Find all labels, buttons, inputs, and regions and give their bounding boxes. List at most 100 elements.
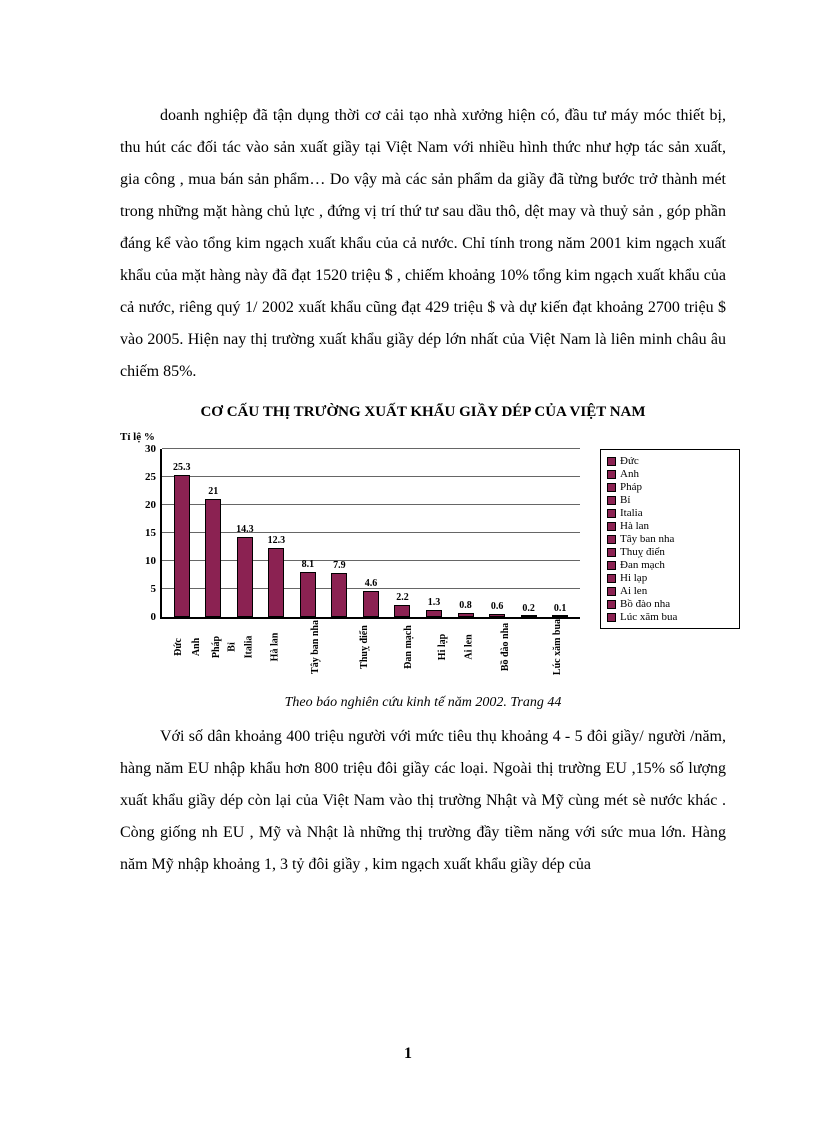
plot-area: 30 25 20 15 10 5 0 25.32114.312.38.17.94… [160,449,580,619]
legend-item: Tây ban nha [607,533,733,545]
legend-swatch [607,470,616,479]
legend-label: Đan mạch [620,559,665,571]
bar [300,572,316,617]
legend-label: Lúc xăm bua [620,611,677,623]
bar-slot: 0.8 [450,449,482,617]
legend-item: Lúc xăm bua [607,611,733,623]
legend-swatch [607,587,616,596]
legend-label: Tây ban nha [620,533,674,545]
x-tick-label: Anh [191,638,202,656]
legend-item: Bỉ [607,494,733,506]
bar-slot: 2.2 [387,449,419,617]
legend-item: Thuỵ điển [607,546,733,558]
bar [205,499,221,617]
legend-swatch [607,613,616,622]
bar-value-label: 8.1 [302,559,315,570]
bar [458,613,474,617]
bar [331,573,347,617]
legend-item: Hà lan [607,520,733,532]
legend-label: Ai len [620,585,647,597]
x-tick-label: Ai len [463,634,474,659]
legend-item: Đan mạch [607,559,733,571]
legend-swatch [607,496,616,505]
x-tick-label: Hi lạp [438,634,449,660]
legend-label: Bỉ [620,494,630,506]
bar-chart: Tỉ lệ % 30 25 20 15 10 5 0 25.32114.312.… [120,431,740,711]
legend-swatch [607,574,616,583]
x-tick-label: Thuỵ điển [359,625,370,669]
y-tick: 30 [145,443,156,455]
bar-value-label: 0.6 [491,601,504,612]
legend-swatch [607,535,616,544]
legend-label: Pháp [620,481,642,493]
bar-slot: 0.6 [481,449,513,617]
legend-label: Đức [620,455,639,467]
x-tick-label: Bồ đào nha [500,623,511,671]
bar [394,605,410,617]
x-tick-label: Hà lan [269,633,280,662]
bar [489,614,505,617]
bar-value-label: 0.1 [554,603,567,614]
bar [552,615,568,617]
bar-value-label: 7.9 [333,560,346,571]
x-tick-label: Pháp [211,636,222,658]
chart-legend: ĐứcAnhPhápBỉItaliaHà lanTây ban nhaThuỵ … [600,449,740,629]
bar [426,610,442,617]
bar-slot: 7.9 [324,449,356,617]
bar-slot: 4.6 [355,449,387,617]
bar-value-label: 21 [208,486,218,497]
x-tick-label: Bỉ [227,642,238,651]
bar-value-label: 25.3 [173,462,191,473]
legend-item: Pháp [607,481,733,493]
bar-value-label: 2.2 [396,592,409,603]
chart-title: CƠ CẤU THỊ TRƯỜNG XUẤT KHẨU GIẦY DÉP CỦA… [120,402,726,423]
y-tick: 15 [145,527,156,539]
y-tick: 25 [145,471,156,483]
legend-item: Bồ đào nha [607,598,733,610]
legend-label: Anh [620,468,639,480]
bar-slot: 8.1 [292,449,324,617]
y-tick: 10 [145,555,156,567]
bar-value-label: 14.3 [236,524,254,535]
bar-slot: 12.3 [261,449,293,617]
x-tick-label: Đức [173,638,184,656]
legend-item: Ai len [607,585,733,597]
page-number: 1 [0,1045,816,1063]
legend-item: Hi lạp [607,572,733,584]
legend-item: Đức [607,455,733,467]
legend-item: Italia [607,507,733,519]
legend-swatch [607,509,616,518]
x-tick-label: Italia [243,636,254,659]
legend-label: Hi lạp [620,572,647,584]
y-tick: 0 [151,611,157,623]
bar-slot: 0.1 [544,449,576,617]
legend-swatch [607,483,616,492]
bar-slot: 1.3 [418,449,450,617]
bar-value-label: 12.3 [268,535,286,546]
bar-slot: 14.3 [229,449,261,617]
legend-label: Italia [620,507,643,519]
body-paragraph-1: doanh nghiệp đã tận dụng thời cơ cải tạo… [120,100,726,388]
legend-swatch [607,457,616,466]
legend-swatch [607,548,616,557]
bar [363,591,379,617]
bar [174,475,190,617]
bar-slot: 0.2 [513,449,545,617]
bar-value-label: 0.8 [459,600,472,611]
bar-slot: 25.3 [166,449,198,617]
x-tick-label: Lúc xăm bua [552,619,563,675]
legend-swatch [607,600,616,609]
y-axis-label: Tỉ lệ % [120,431,155,443]
bar-value-label: 0.2 [522,603,535,614]
x-tick-label: Tây ban nha [310,620,321,674]
legend-swatch [607,561,616,570]
legend-label: Bồ đào nha [620,598,670,610]
bar-value-label: 4.6 [365,578,378,589]
body-paragraph-2: Với số dân khoảng 400 triệu người với mứ… [120,721,726,881]
y-tick: 20 [145,499,156,511]
bar [268,548,284,617]
legend-label: Thuỵ điển [620,546,665,558]
bar [521,615,537,617]
bar-slot: 21 [198,449,230,617]
bar-value-label: 1.3 [428,597,441,608]
